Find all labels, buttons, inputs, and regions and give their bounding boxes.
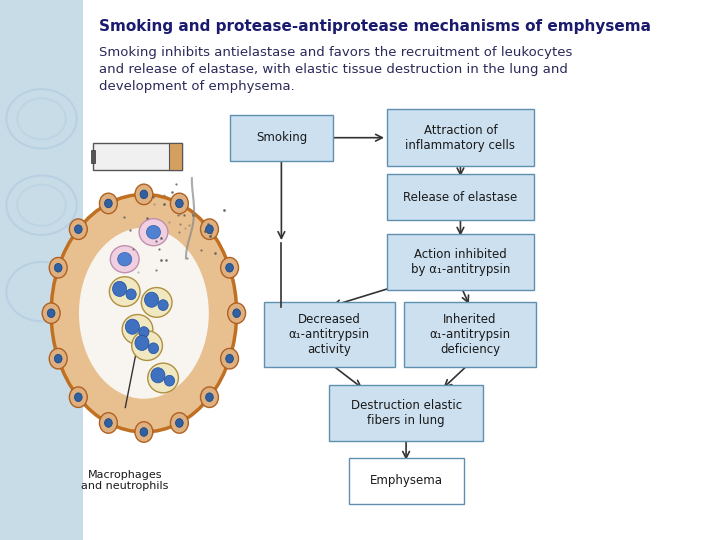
Ellipse shape [139,219,168,246]
Ellipse shape [55,264,62,272]
Ellipse shape [226,354,233,363]
Ellipse shape [140,190,148,199]
Ellipse shape [141,287,172,317]
FancyBboxPatch shape [329,384,483,442]
Text: Smoking inhibits antielastase and favors the recruitment of leukocytes
and relea: Smoking inhibits antielastase and favors… [99,46,572,93]
Text: Action inhibited
by α₁-antitrypsin: Action inhibited by α₁-antitrypsin [410,248,510,276]
Ellipse shape [99,413,117,433]
Ellipse shape [200,219,218,239]
Ellipse shape [220,348,238,369]
Ellipse shape [139,327,149,338]
Ellipse shape [146,226,161,239]
Ellipse shape [51,194,237,432]
Ellipse shape [49,348,67,369]
Text: Smoking: Smoking [256,131,307,144]
Ellipse shape [135,422,153,442]
Ellipse shape [164,375,174,386]
Text: Emphysema: Emphysema [369,474,443,487]
Ellipse shape [148,343,158,354]
FancyBboxPatch shape [405,302,536,367]
Polygon shape [169,143,182,170]
Ellipse shape [125,319,140,334]
Ellipse shape [110,246,139,273]
Ellipse shape [148,363,179,393]
Text: Decreased
α₁-antitrypsin
activity: Decreased α₁-antitrypsin activity [289,313,370,356]
FancyBboxPatch shape [264,302,395,367]
Ellipse shape [176,418,183,427]
Ellipse shape [158,300,168,310]
Ellipse shape [140,428,148,436]
Ellipse shape [145,292,158,307]
Ellipse shape [55,354,62,363]
Ellipse shape [109,276,140,307]
Text: Inherited
α₁-antitrypsin
deficiency: Inherited α₁-antitrypsin deficiency [429,313,510,356]
Ellipse shape [206,393,213,402]
Ellipse shape [74,225,82,233]
Ellipse shape [132,330,163,361]
Text: Attraction of
inflammatory cells: Attraction of inflammatory cells [405,124,516,152]
Ellipse shape [117,252,132,266]
Text: Smoking and protease-antiprotease mechanisms of emphysema: Smoking and protease-antiprotease mechan… [99,19,651,34]
Polygon shape [91,150,94,163]
Ellipse shape [171,413,189,433]
Ellipse shape [42,303,60,323]
FancyBboxPatch shape [0,0,83,540]
Ellipse shape [233,309,240,318]
FancyBboxPatch shape [348,457,464,503]
Ellipse shape [206,225,213,233]
Ellipse shape [79,228,209,399]
Ellipse shape [99,193,117,214]
Ellipse shape [112,281,127,296]
Ellipse shape [135,184,153,205]
FancyBboxPatch shape [387,233,534,291]
Ellipse shape [176,199,183,208]
Ellipse shape [228,303,246,323]
Ellipse shape [122,314,153,345]
Ellipse shape [49,258,67,278]
Text: Destruction elastic
fibers in lung: Destruction elastic fibers in lung [351,399,462,427]
Ellipse shape [126,289,136,300]
Ellipse shape [104,199,112,208]
Ellipse shape [48,309,55,318]
Ellipse shape [226,264,233,272]
Text: Release of elastase: Release of elastase [403,191,518,204]
Polygon shape [93,143,182,170]
FancyBboxPatch shape [230,115,333,160]
Text: Macrophages
and neutrophils: Macrophages and neutrophils [81,470,168,491]
Ellipse shape [69,387,87,408]
Ellipse shape [104,418,112,427]
FancyBboxPatch shape [387,174,534,220]
Ellipse shape [171,193,189,214]
Ellipse shape [200,387,218,408]
Ellipse shape [151,368,165,383]
Ellipse shape [74,393,82,402]
Ellipse shape [69,219,87,239]
Ellipse shape [135,335,149,350]
Ellipse shape [220,258,238,278]
FancyBboxPatch shape [387,109,534,166]
